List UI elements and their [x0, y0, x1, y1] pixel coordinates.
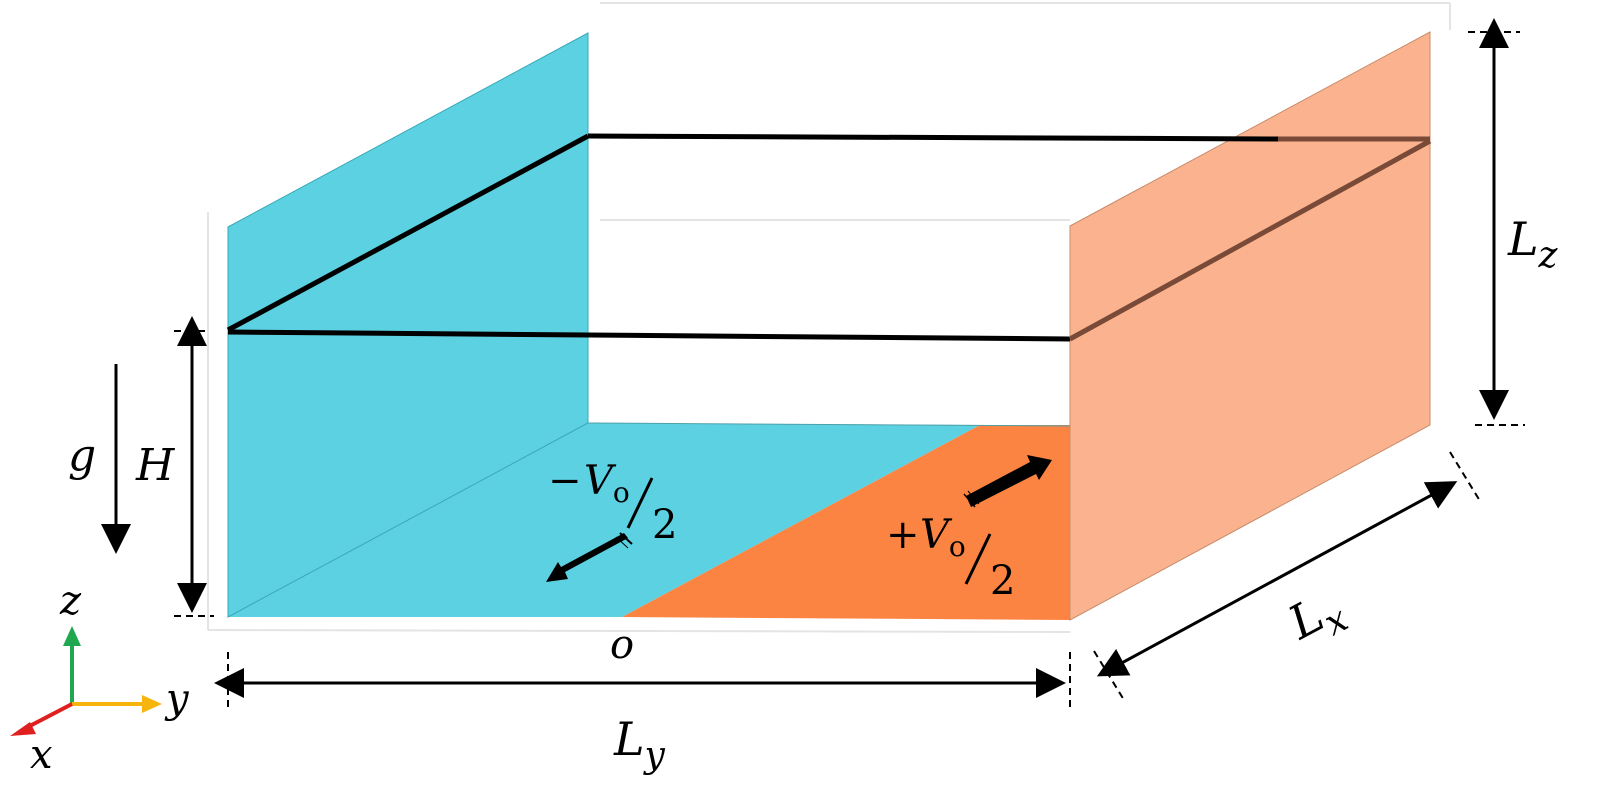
- axis-z-label: z: [59, 578, 82, 624]
- gravity-label: g: [68, 430, 96, 481]
- svg-text:2: 2: [652, 502, 677, 548]
- salmon-right-wall: [1069, 31, 1431, 621]
- svg-text:2: 2: [990, 558, 1015, 604]
- svg-text:+: +: [886, 512, 920, 558]
- svg-text:Vo: Vo: [920, 512, 966, 563]
- depth-label: H: [135, 440, 176, 491]
- depth-dimension: [174, 316, 214, 617]
- axis-x-arrow: [23, 702, 73, 731]
- width-dimension: [214, 652, 1071, 712]
- height-dimension: [1468, 17, 1525, 426]
- left-velocity-label: − Vo 2: [548, 458, 677, 548]
- origin-label: o: [610, 622, 634, 668]
- water-surface-hidden: [1068, 136, 1432, 342]
- axis-y-label: y: [164, 676, 190, 722]
- coordinate-axes: [10, 626, 162, 736]
- left-velocity-arrow: [546, 532, 633, 582]
- svg-text:−: −: [548, 458, 582, 504]
- box-outline: [207, 2, 1451, 633]
- svg-text:Vo: Vo: [584, 458, 630, 509]
- cyan-floor: [228, 423, 980, 617]
- length-x-label: Lx: [1279, 578, 1355, 659]
- water-surface: [226, 133, 1279, 342]
- length-dimension: [1093, 451, 1481, 701]
- right-velocity-arrow: [963, 455, 1052, 508]
- right-velocity-label: + Vo 2: [886, 512, 1015, 604]
- axis-x-label: x: [30, 732, 53, 778]
- length-y-label: Ly: [613, 712, 666, 776]
- length-z-label: Lz: [1507, 212, 1559, 276]
